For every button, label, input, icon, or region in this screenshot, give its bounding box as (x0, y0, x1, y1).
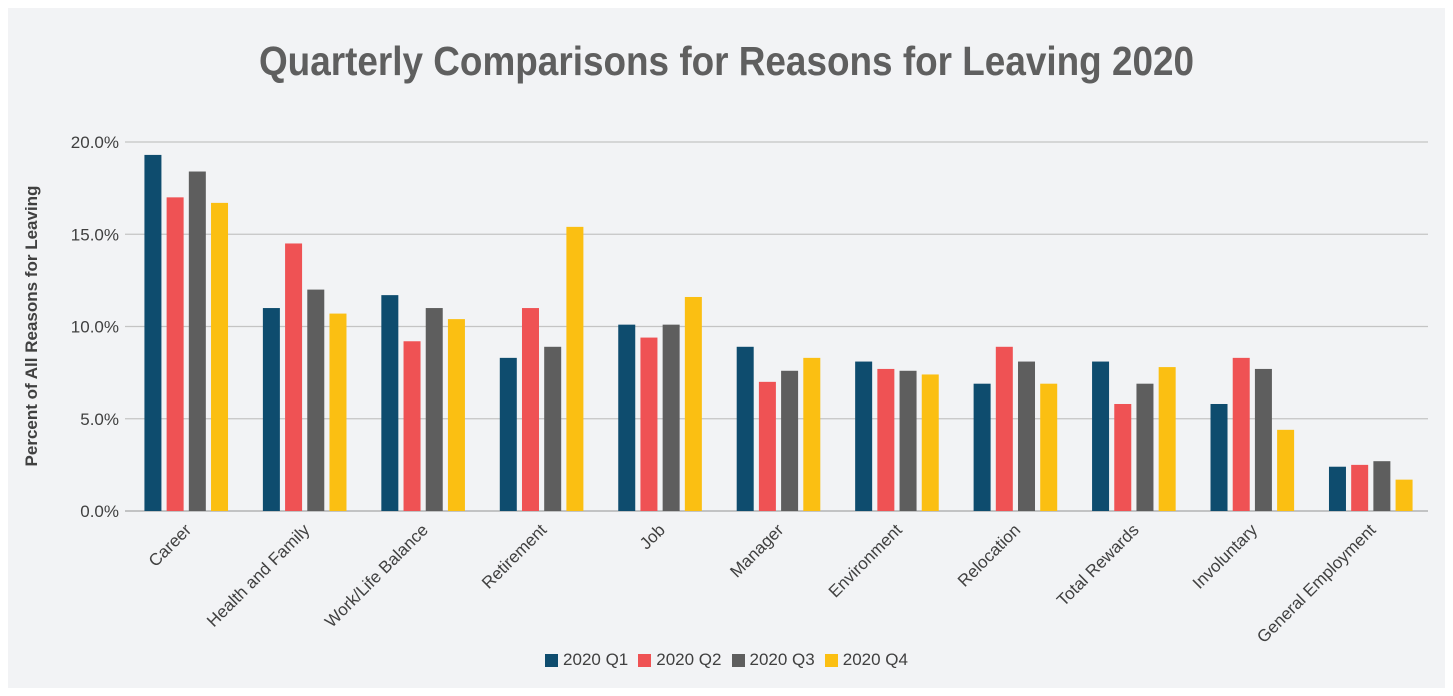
bar (166, 197, 184, 511)
bar (803, 357, 821, 511)
chart-panel (8, 8, 1445, 688)
legend-swatch (824, 653, 838, 667)
legend-item: 2020 Q2 (638, 650, 722, 670)
y-tick-label: 20.0% (71, 133, 119, 152)
bar (1136, 383, 1154, 511)
bar (144, 154, 162, 512)
legend-item: 2020 Q4 (824, 650, 908, 670)
bar (921, 374, 939, 511)
bar (211, 202, 229, 511)
bar (1114, 403, 1132, 511)
bar (1018, 361, 1036, 511)
bar (307, 289, 325, 511)
bar (662, 324, 680, 511)
bar (995, 346, 1013, 511)
bar (1254, 368, 1272, 511)
bar (1210, 403, 1228, 511)
x-tick-label: Retirement (478, 520, 550, 592)
bar (1040, 383, 1058, 511)
bar (521, 308, 539, 511)
x-tick-label: Manager (726, 520, 787, 581)
bar (329, 313, 347, 511)
x-tick-label: Job (636, 520, 669, 553)
bar (1092, 361, 1110, 511)
legend-swatch (731, 653, 745, 667)
bar (425, 308, 443, 511)
bar (403, 341, 421, 511)
bar (899, 370, 917, 511)
bar (1158, 367, 1176, 511)
legend: 2020 Q1 2020 Q2 2020 Q3 2020 Q4 (0, 650, 1453, 670)
bar (381, 295, 399, 511)
y-tick-label: 10.0% (71, 318, 119, 337)
legend-label: 2020 Q2 (656, 650, 722, 669)
x-tick-label: Health and Family (203, 520, 314, 631)
bar (262, 308, 280, 511)
bar (758, 381, 776, 511)
x-tick-label: Involuntary (1189, 520, 1262, 593)
bar (855, 361, 873, 511)
bar (877, 368, 895, 511)
x-tick-label: Total Rewards (1053, 520, 1143, 610)
y-tick-label: 15.0% (71, 225, 119, 244)
legend-label: 2020 Q4 (842, 650, 908, 669)
bar (1277, 429, 1295, 511)
bar (684, 296, 702, 511)
bar (618, 324, 636, 511)
bar (1232, 357, 1250, 511)
bar (544, 346, 562, 511)
y-tick-label: 5.0% (80, 410, 119, 429)
bar (781, 370, 799, 511)
x-tick-label: Career (145, 520, 195, 570)
x-tick-label: General Employment (1253, 520, 1380, 647)
legend-swatch (545, 653, 559, 667)
bar (447, 319, 465, 511)
bar (736, 346, 754, 511)
bar (1351, 464, 1369, 511)
chart-title: Quarterly Comparisons for Reasons for Le… (258, 38, 1195, 84)
legend-item: 2020 Q1 (545, 650, 628, 670)
bar (1395, 479, 1413, 511)
bar (1328, 466, 1346, 511)
bar (566, 226, 584, 511)
bar (640, 337, 658, 511)
legend-swatch (638, 653, 652, 667)
bar (1373, 461, 1391, 511)
legend-label: 2020 Q1 (563, 650, 629, 669)
x-tick-label: Relocation (954, 520, 1024, 590)
bar (499, 357, 517, 511)
bar (188, 171, 206, 511)
x-tick-label: Work/Life Balance (321, 520, 432, 631)
y-tick-label: 0.0% (80, 502, 119, 521)
bar (973, 383, 991, 511)
legend-label: 2020 Q3 (749, 650, 815, 669)
x-tick-label: Environment (825, 520, 906, 601)
legend-item: 2020 Q3 (731, 650, 815, 670)
bar (285, 243, 303, 511)
